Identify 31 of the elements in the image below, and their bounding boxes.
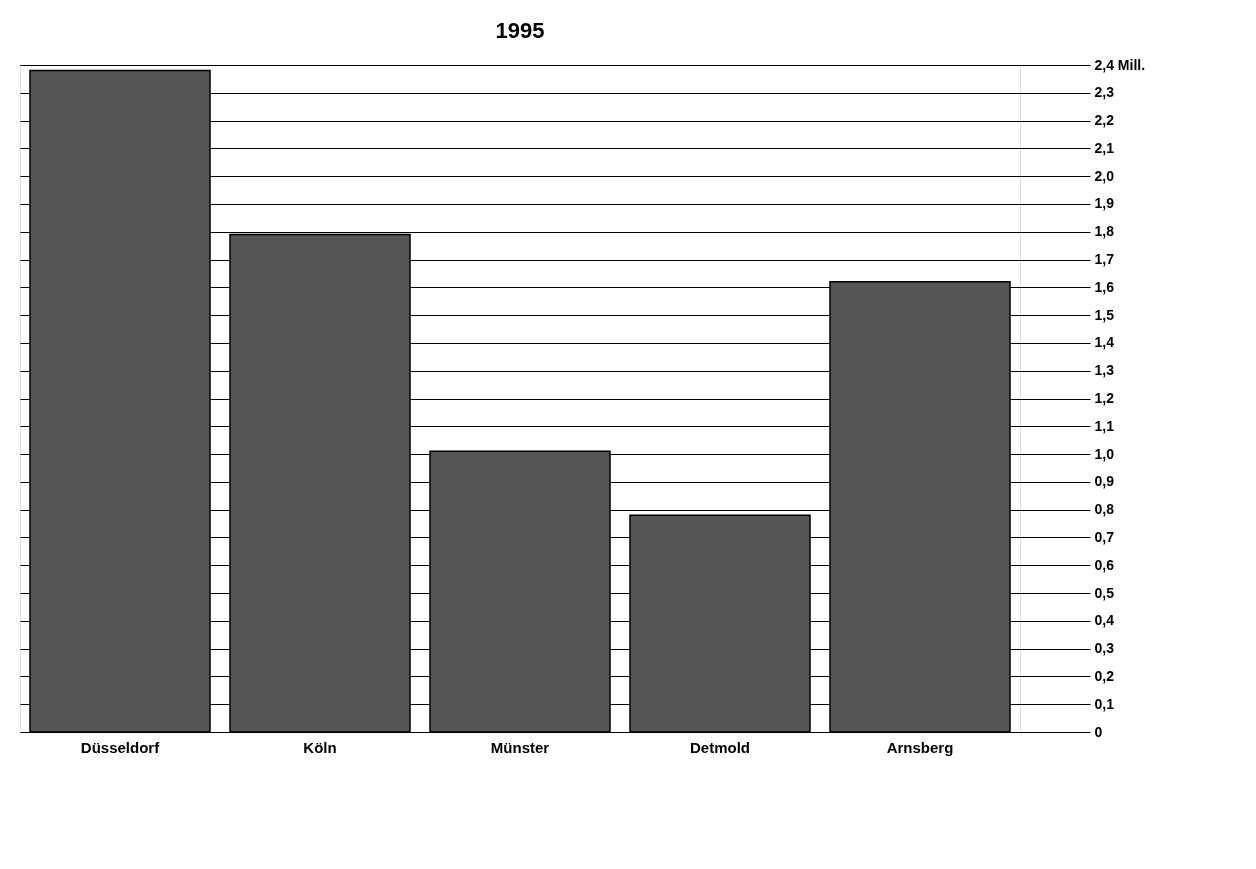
y-tick-label: 0,2 xyxy=(1094,667,1115,684)
y-tick-label: 0,4 xyxy=(1094,612,1115,629)
y-tick-label: 1,5 xyxy=(1094,306,1115,323)
x-tick-label: Arnsberg xyxy=(886,738,954,756)
y-tick-label: 0 xyxy=(1094,723,1103,740)
x-tick-label: Detmold xyxy=(690,738,750,756)
x-tick-label: Köln xyxy=(303,738,337,756)
y-tick-label: 0,6 xyxy=(1094,556,1115,573)
y-tick-label: 0,5 xyxy=(1094,584,1115,601)
y-tick-label: 0,1 xyxy=(1094,695,1115,712)
y-tick-label: 2,0 xyxy=(1094,167,1115,184)
y-tick-label: 0,7 xyxy=(1094,528,1115,545)
y-tick-label: 2,3 xyxy=(1094,84,1115,101)
y-tick-label: 1,6 xyxy=(1094,278,1115,295)
y-tick-label: 1,0 xyxy=(1094,445,1115,462)
x-tick-label: Münster xyxy=(490,738,550,756)
y-tick-label: 2,4 Mill. xyxy=(1094,56,1146,73)
y-tick-label: 1,2 xyxy=(1094,390,1115,406)
y-tick-label: 1,8 xyxy=(1094,223,1115,240)
y-tick-label: 1,4 xyxy=(1094,334,1115,351)
x-tick-label: Düsseldorf xyxy=(80,738,161,756)
chart-title: 1995 xyxy=(495,18,545,43)
y-tick-label: 0,8 xyxy=(1094,501,1115,518)
y-tick-label: 0,9 xyxy=(1094,473,1115,490)
y-tick-label: 2,2 xyxy=(1094,112,1115,129)
y-tick-label: 1,1 xyxy=(1094,417,1115,434)
y-tick-label: 2,1 xyxy=(1094,139,1115,156)
y-tick-label: 1,7 xyxy=(1094,251,1115,268)
y-tick-label: 1,3 xyxy=(1094,362,1115,379)
y-tick-label: 0,3 xyxy=(1094,640,1115,657)
y-tick-label: 1,9 xyxy=(1094,195,1115,212)
